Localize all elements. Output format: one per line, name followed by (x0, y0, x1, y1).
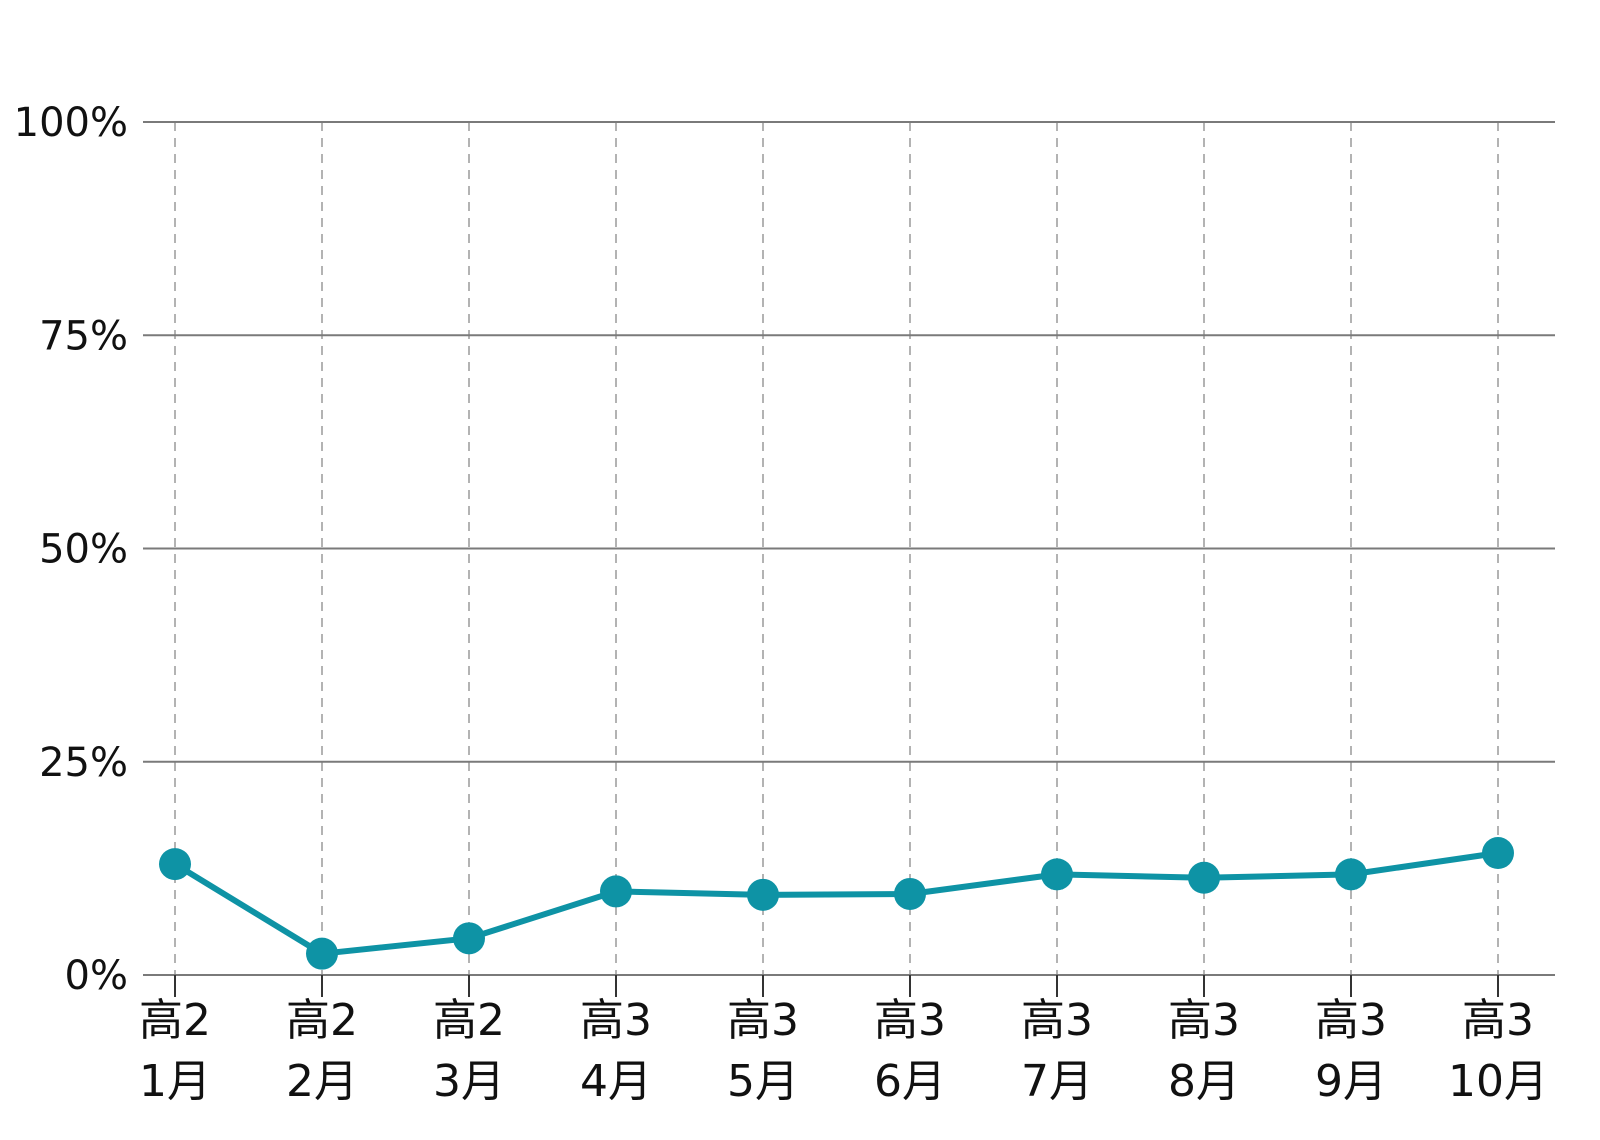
data-point (1041, 858, 1073, 891)
x-tick-label-line1: 高3 (1315, 995, 1387, 1046)
x-tick-label-line1: 高3 (1462, 995, 1534, 1046)
data-point (894, 877, 926, 910)
x-tick-label-line1: 高3 (580, 995, 652, 1046)
vertical-gridlines (174, 122, 1499, 975)
data-point (159, 848, 191, 881)
data-point (306, 937, 338, 970)
x-tick-label-line2: 6月 (874, 1056, 946, 1107)
x-tick-label-line2: 1月 (139, 1056, 211, 1107)
y-axis-tick-labels: 0% 25% 50% 75% 100% (14, 100, 128, 999)
x-tick-label-line2: 2月 (286, 1056, 358, 1107)
data-point (453, 922, 485, 955)
x-tick-label-line1: 高2 (433, 995, 505, 1046)
x-tick-label-line1: 高3 (1021, 995, 1093, 1046)
x-tick-label-line1: 高3 (874, 995, 946, 1046)
series-group (159, 837, 1514, 970)
data-point (1188, 861, 1220, 894)
y-tick-label: 100% (14, 100, 128, 146)
x-tick-label-line2: 7月 (1021, 1056, 1093, 1107)
x-tick-label-line2: 5月 (727, 1056, 799, 1107)
x-tick-label-line2: 10月 (1448, 1056, 1548, 1107)
data-point (600, 875, 632, 908)
data-point (747, 878, 779, 911)
x-tick-label-line2: 3月 (433, 1056, 505, 1107)
x-tick-label-line1: 高3 (727, 995, 799, 1046)
y-tick-label: 0% (65, 953, 128, 999)
y-tick-label: 75% (39, 313, 128, 359)
y-tick-label: 25% (39, 740, 128, 786)
x-axis-ticks (174, 975, 1499, 997)
data-point (1335, 858, 1367, 891)
data-point (1482, 837, 1514, 870)
y-tick-label: 50% (39, 527, 128, 573)
series-line (173, 850, 1499, 957)
x-tick-label-line1: 高2 (286, 995, 358, 1046)
x-tick-label-line2: 9月 (1315, 1056, 1387, 1107)
x-tick-label-line1: 高2 (139, 995, 211, 1046)
horizontal-gridlines (143, 121, 1555, 976)
x-tick-label-line2: 8月 (1168, 1056, 1240, 1107)
x-tick-label-line2: 4月 (580, 1056, 652, 1107)
x-axis-tick-labels: 高2 1月 高2 2月 高2 3月 高3 4月 高3 5月 高3 6月 高3 7月 高3 8月 高3 9月 高3 10… (139, 995, 1548, 1107)
x-tick-label-line1: 高3 (1168, 995, 1240, 1046)
